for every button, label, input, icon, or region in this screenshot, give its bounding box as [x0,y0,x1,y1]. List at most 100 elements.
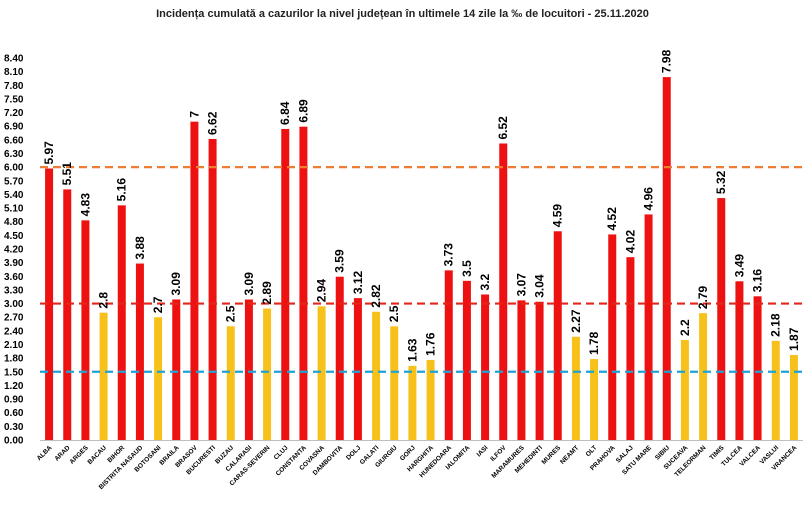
bar [263,308,272,440]
data-label: 3.2 [478,273,492,290]
data-label: 2.8 [97,292,111,309]
y-tick-label: 3.60 [4,272,24,283]
bar [226,326,235,440]
x-tick-label: IASI [476,444,490,458]
data-label: 7.98 [660,49,674,73]
data-label: 2.18 [769,313,783,337]
bar [771,340,780,440]
y-tick-label: 4.50 [4,231,24,242]
x-tick-label: ALBA [36,444,54,462]
y-tick-label: 2.70 [4,313,24,324]
y-tick-label: 0.30 [4,422,24,433]
bar [499,143,508,440]
bar [481,294,490,440]
data-label: 5.32 [714,170,728,194]
bar [63,189,72,440]
bar [662,77,671,440]
y-tick-label: 5.10 [4,204,24,215]
x-tick-label: OLT [585,444,599,458]
y-tick-label: 7.20 [4,108,24,119]
chart-title: Incidența cumulată a cazurilor la nivel … [156,8,649,20]
y-tick-label: 0.00 [4,436,24,447]
y-tick-label: 6.90 [4,122,24,133]
bar [789,354,798,440]
data-label: 4.59 [551,204,565,228]
y-tick-label: 7.50 [4,94,24,105]
bar [462,280,471,440]
bar [208,138,217,440]
bar [390,326,399,440]
data-label: 2.94 [315,279,329,303]
data-label: 2.5 [387,305,401,322]
data-label: 5.51 [60,162,74,186]
bar [517,300,526,440]
x-tick-label: NEAMT [559,444,580,465]
bar [117,205,126,440]
x-tick-label: MURES [541,444,563,466]
data-label: 5.97 [42,141,56,165]
y-tick-label: 0.60 [4,408,24,419]
bar [81,220,90,440]
bar [590,359,599,440]
data-label: 2.5 [224,305,238,322]
x-tick-label: BACAU [86,444,108,466]
bar [317,306,326,440]
y-tick-label: 6.00 [4,163,24,174]
data-label: 1.63 [405,338,419,362]
data-label: 6.89 [296,99,310,123]
bar [154,317,163,440]
data-label: 3.09 [242,272,256,296]
data-label: 4.96 [642,187,656,211]
bar [644,214,653,440]
bar [426,359,435,440]
data-label: 4.52 [605,207,619,231]
y-tick-label: 7.80 [4,81,24,92]
data-label: 2.79 [696,285,710,309]
data-label: 1.76 [424,332,438,356]
data-label: 2.2 [678,319,692,336]
data-label: 1.87 [787,327,801,351]
data-label: 3.5 [460,260,474,277]
y-tick-label: 3.30 [4,285,24,296]
y-tick-label: 6.60 [4,135,24,146]
bar [281,128,290,440]
data-label: 1.78 [587,331,601,355]
bar [244,299,253,440]
data-label: 3.73 [442,243,456,267]
y-tick-label: 1.50 [4,367,24,378]
data-label: 3.07 [514,273,528,297]
data-label: 5.16 [115,178,129,202]
bar [699,313,708,440]
data-label: 2.89 [260,281,274,305]
bar [735,281,744,440]
bar [680,339,689,440]
data-label: 3.59 [333,249,347,273]
bar [172,299,181,440]
data-label: 3.12 [351,270,365,294]
bar [753,296,762,440]
data-label: 6.84 [278,101,292,125]
y-tick-label: 8.10 [4,67,24,78]
bar [99,312,108,440]
data-label: 6.52 [496,116,510,140]
y-tick-label: 5.70 [4,176,24,187]
data-label: 3.49 [732,254,746,278]
bar [444,270,453,440]
data-label: 2.7 [151,296,165,313]
y-tick-label: 5.40 [4,190,24,201]
y-tick-label: 6.30 [4,149,24,160]
data-label: 7 [187,111,201,118]
y-tick-label: 1.80 [4,354,24,365]
data-label: 2.82 [369,284,383,308]
data-label: 3.88 [133,236,147,260]
y-tick-label: 4.80 [4,217,24,228]
data-label: 3.16 [751,269,765,293]
bar [553,231,562,440]
data-label: 4.83 [78,193,92,217]
y-tick-label: 1.20 [4,381,24,392]
bar [190,121,199,441]
y-tick-label: 0.90 [4,395,24,406]
bar [626,257,635,440]
